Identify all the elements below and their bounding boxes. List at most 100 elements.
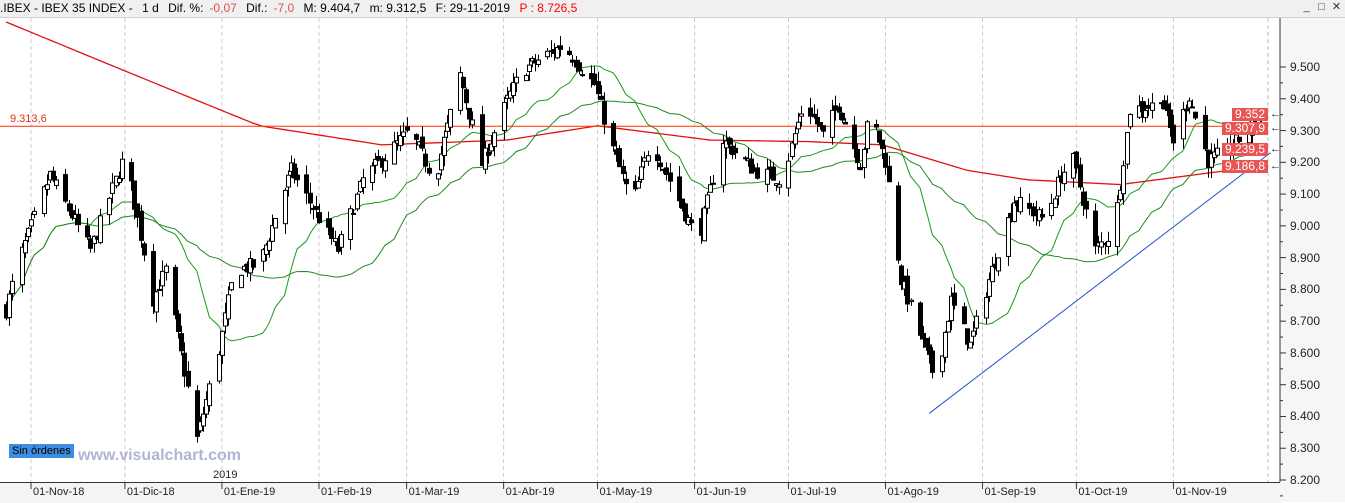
candle-up (98, 215, 103, 244)
candle-up (1049, 202, 1054, 217)
x-tick-label: 01-Ene-19 (223, 486, 276, 498)
orders-badge[interactable]: Sin órdenes (9, 444, 74, 458)
candle-down (874, 124, 879, 128)
candle-up (226, 294, 231, 320)
close-button[interactable]: ✕ (1331, 1, 1342, 13)
candle-up (436, 173, 441, 180)
candle-down (965, 328, 970, 345)
candle-down (927, 344, 932, 355)
candle-up (270, 225, 275, 242)
candle-down (596, 81, 601, 95)
candle-down (304, 174, 309, 194)
dif-pct-label: Dif. %: (168, 1, 204, 15)
candle-up (223, 312, 228, 327)
candle-up (721, 142, 726, 186)
candle-up (990, 265, 995, 283)
candle-down (1237, 136, 1242, 142)
y-tick-label: 8.300 (1290, 441, 1321, 456)
candle-up (442, 136, 447, 157)
candle-down (599, 95, 604, 100)
candle-down (624, 178, 629, 185)
candle-down (329, 227, 334, 240)
x-tick-label: 01-Jun-19 (696, 486, 747, 498)
candle-down (755, 167, 760, 179)
candle-down (67, 203, 72, 212)
candle-up (201, 413, 206, 427)
candle-up (348, 208, 353, 240)
price-label: 9.239,5 (1221, 143, 1268, 157)
candle-down (858, 166, 863, 171)
candle-down (592, 73, 597, 86)
dif-pct: -0,07 (209, 1, 237, 15)
minimize-button[interactable]: _ (1303, 1, 1310, 13)
x-tick-label: 01-Dic-18 (126, 486, 175, 498)
y-tick-label: 9.500 (1290, 60, 1321, 74)
candle-up (865, 121, 870, 150)
candle-up (1121, 165, 1126, 195)
moving-average-50 (5, 100, 1262, 319)
candle-up (1209, 153, 1214, 168)
candle-down (837, 106, 842, 113)
y-tick-label: 8.800 (1290, 282, 1321, 297)
candle-up (1018, 196, 1023, 213)
candle-up (273, 217, 278, 229)
price-label: 9.307,9 (1221, 121, 1268, 135)
candle-up (909, 299, 914, 303)
candle-down (376, 155, 381, 161)
candle-up (580, 74, 585, 77)
candle-up (1012, 202, 1017, 222)
candle-down (151, 251, 156, 307)
candle-up (646, 155, 651, 162)
watermark: www.visualchart.com (78, 447, 242, 464)
candle-up (10, 280, 15, 295)
candle-up (398, 135, 403, 147)
candle-down (749, 158, 754, 174)
candle-up (987, 279, 992, 297)
horizontal-line-label: 9.313,6 (10, 113, 47, 125)
x-tick-label: 01-Nov-18 (33, 486, 85, 498)
candle-up (974, 315, 979, 329)
candle-up (708, 184, 713, 193)
candle-down (88, 238, 93, 249)
candle-up (514, 76, 519, 84)
candle-down (405, 126, 410, 131)
moving-average-20 (5, 65, 1262, 342)
symbol: .IBEX - IBEX 35 INDEX - (0, 1, 133, 15)
candle-up (1143, 110, 1148, 119)
candle-up (777, 184, 782, 188)
candle-up (392, 141, 397, 165)
price-chart[interactable] (0, 18, 1345, 502)
price-label: 9.352 (1231, 107, 1268, 121)
candle-up (502, 101, 507, 132)
y-tick-label: 8.500 (1290, 377, 1321, 392)
candle-up (29, 219, 34, 227)
x-tick-label: 01-Jul-19 (790, 486, 837, 498)
arrow-left-icon: ← (1270, 160, 1281, 172)
candle-up (267, 240, 272, 251)
candle-down (157, 288, 162, 291)
date: F: 29-11-2019 (435, 1, 511, 15)
candle-up (383, 160, 388, 172)
candle-down (921, 332, 926, 340)
candle-down (883, 153, 888, 168)
candle-down (818, 122, 823, 127)
candle-down (887, 165, 892, 183)
candle-up (239, 274, 244, 289)
candle-down (195, 390, 200, 437)
candle-down (733, 147, 738, 154)
candle-up (361, 177, 366, 189)
y-tick-label: 8.900 (1290, 250, 1321, 265)
candle-up (1062, 171, 1067, 185)
y-tick-label: 8.200 (1290, 473, 1321, 487)
candle-down (423, 153, 428, 167)
candle-down (326, 218, 331, 228)
candle-down (461, 76, 466, 89)
candle-down (812, 113, 817, 118)
candle-up (943, 331, 948, 358)
time-axis[interactable] (0, 482, 1280, 503)
candle-up (492, 132, 497, 148)
candle-down (132, 180, 137, 210)
y-tick-label: 9.200 (1290, 155, 1321, 170)
maximize-button[interactable]: □ (1318, 1, 1325, 13)
price-axis[interactable] (1280, 18, 1345, 502)
